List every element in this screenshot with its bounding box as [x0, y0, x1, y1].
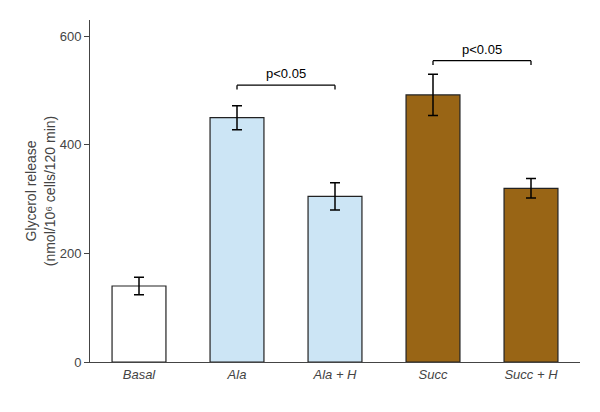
svg-text:Ala + H: Ala + H	[313, 367, 358, 382]
svg-text:0: 0	[74, 355, 81, 370]
svg-text:Basal: Basal	[123, 367, 157, 382]
svg-text:600: 600	[60, 29, 82, 44]
svg-text:Succ + H: Succ + H	[504, 367, 558, 382]
svg-text:Glycerol release(nmol/10⁶ cell: Glycerol release(nmol/10⁶ cells/120 min)	[23, 116, 57, 267]
svg-text:400: 400	[60, 137, 82, 152]
svg-text:p<0.05: p<0.05	[462, 42, 502, 57]
svg-text:Succ: Succ	[419, 367, 448, 382]
svg-text:200: 200	[60, 246, 82, 261]
svg-text:Ala: Ala	[227, 367, 247, 382]
svg-text:p<0.05: p<0.05	[266, 66, 306, 81]
